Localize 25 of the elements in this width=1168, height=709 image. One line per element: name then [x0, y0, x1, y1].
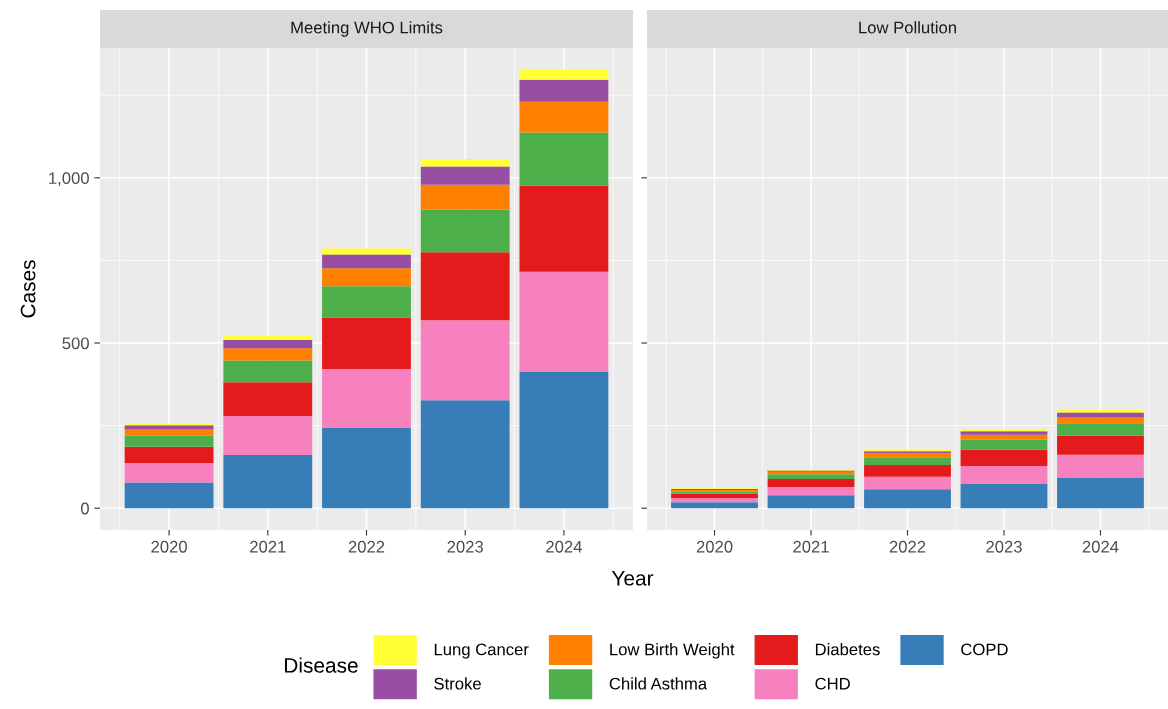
x-tick-label: 2021: [793, 540, 829, 553]
x-tick-label: 2020: [151, 540, 187, 553]
legend-label: Child Asthma: [609, 677, 708, 690]
x-tick-label: 2020: [696, 540, 733, 553]
x-tick-label: 2021: [250, 540, 286, 553]
legend-label: Lung Cancer: [434, 643, 529, 659]
chart-title: Low Pollution: [859, 21, 956, 34]
chart-title: Meeting WHO Limits: [291, 21, 443, 37]
x-tick-label: 2024: [1082, 540, 1119, 553]
x-axis-title: Year: [611, 571, 654, 586]
x-tick-label: 2024: [546, 540, 582, 553]
x-tick-label: 2023: [447, 540, 484, 553]
legend-title: Disease: [285, 657, 358, 673]
x-tick-label: 2022: [348, 540, 385, 553]
legend-label: Diabetes: [815, 643, 880, 656]
y-tick-label: 1,000: [49, 172, 89, 186]
legend-label: CHD: [815, 677, 850, 690]
legend-label: Low Birth Weight: [610, 643, 735, 659]
y-tick-label: 0: [80, 502, 89, 515]
legend-label: COPD: [961, 643, 1008, 656]
x-tick-label: 2023: [986, 540, 1022, 553]
y-tick-label: 500: [62, 337, 89, 350]
legend-label: Stroke: [434, 677, 481, 690]
x-tick-label: 2022: [889, 540, 926, 553]
y-axis-title: Cases: [20, 260, 36, 318]
